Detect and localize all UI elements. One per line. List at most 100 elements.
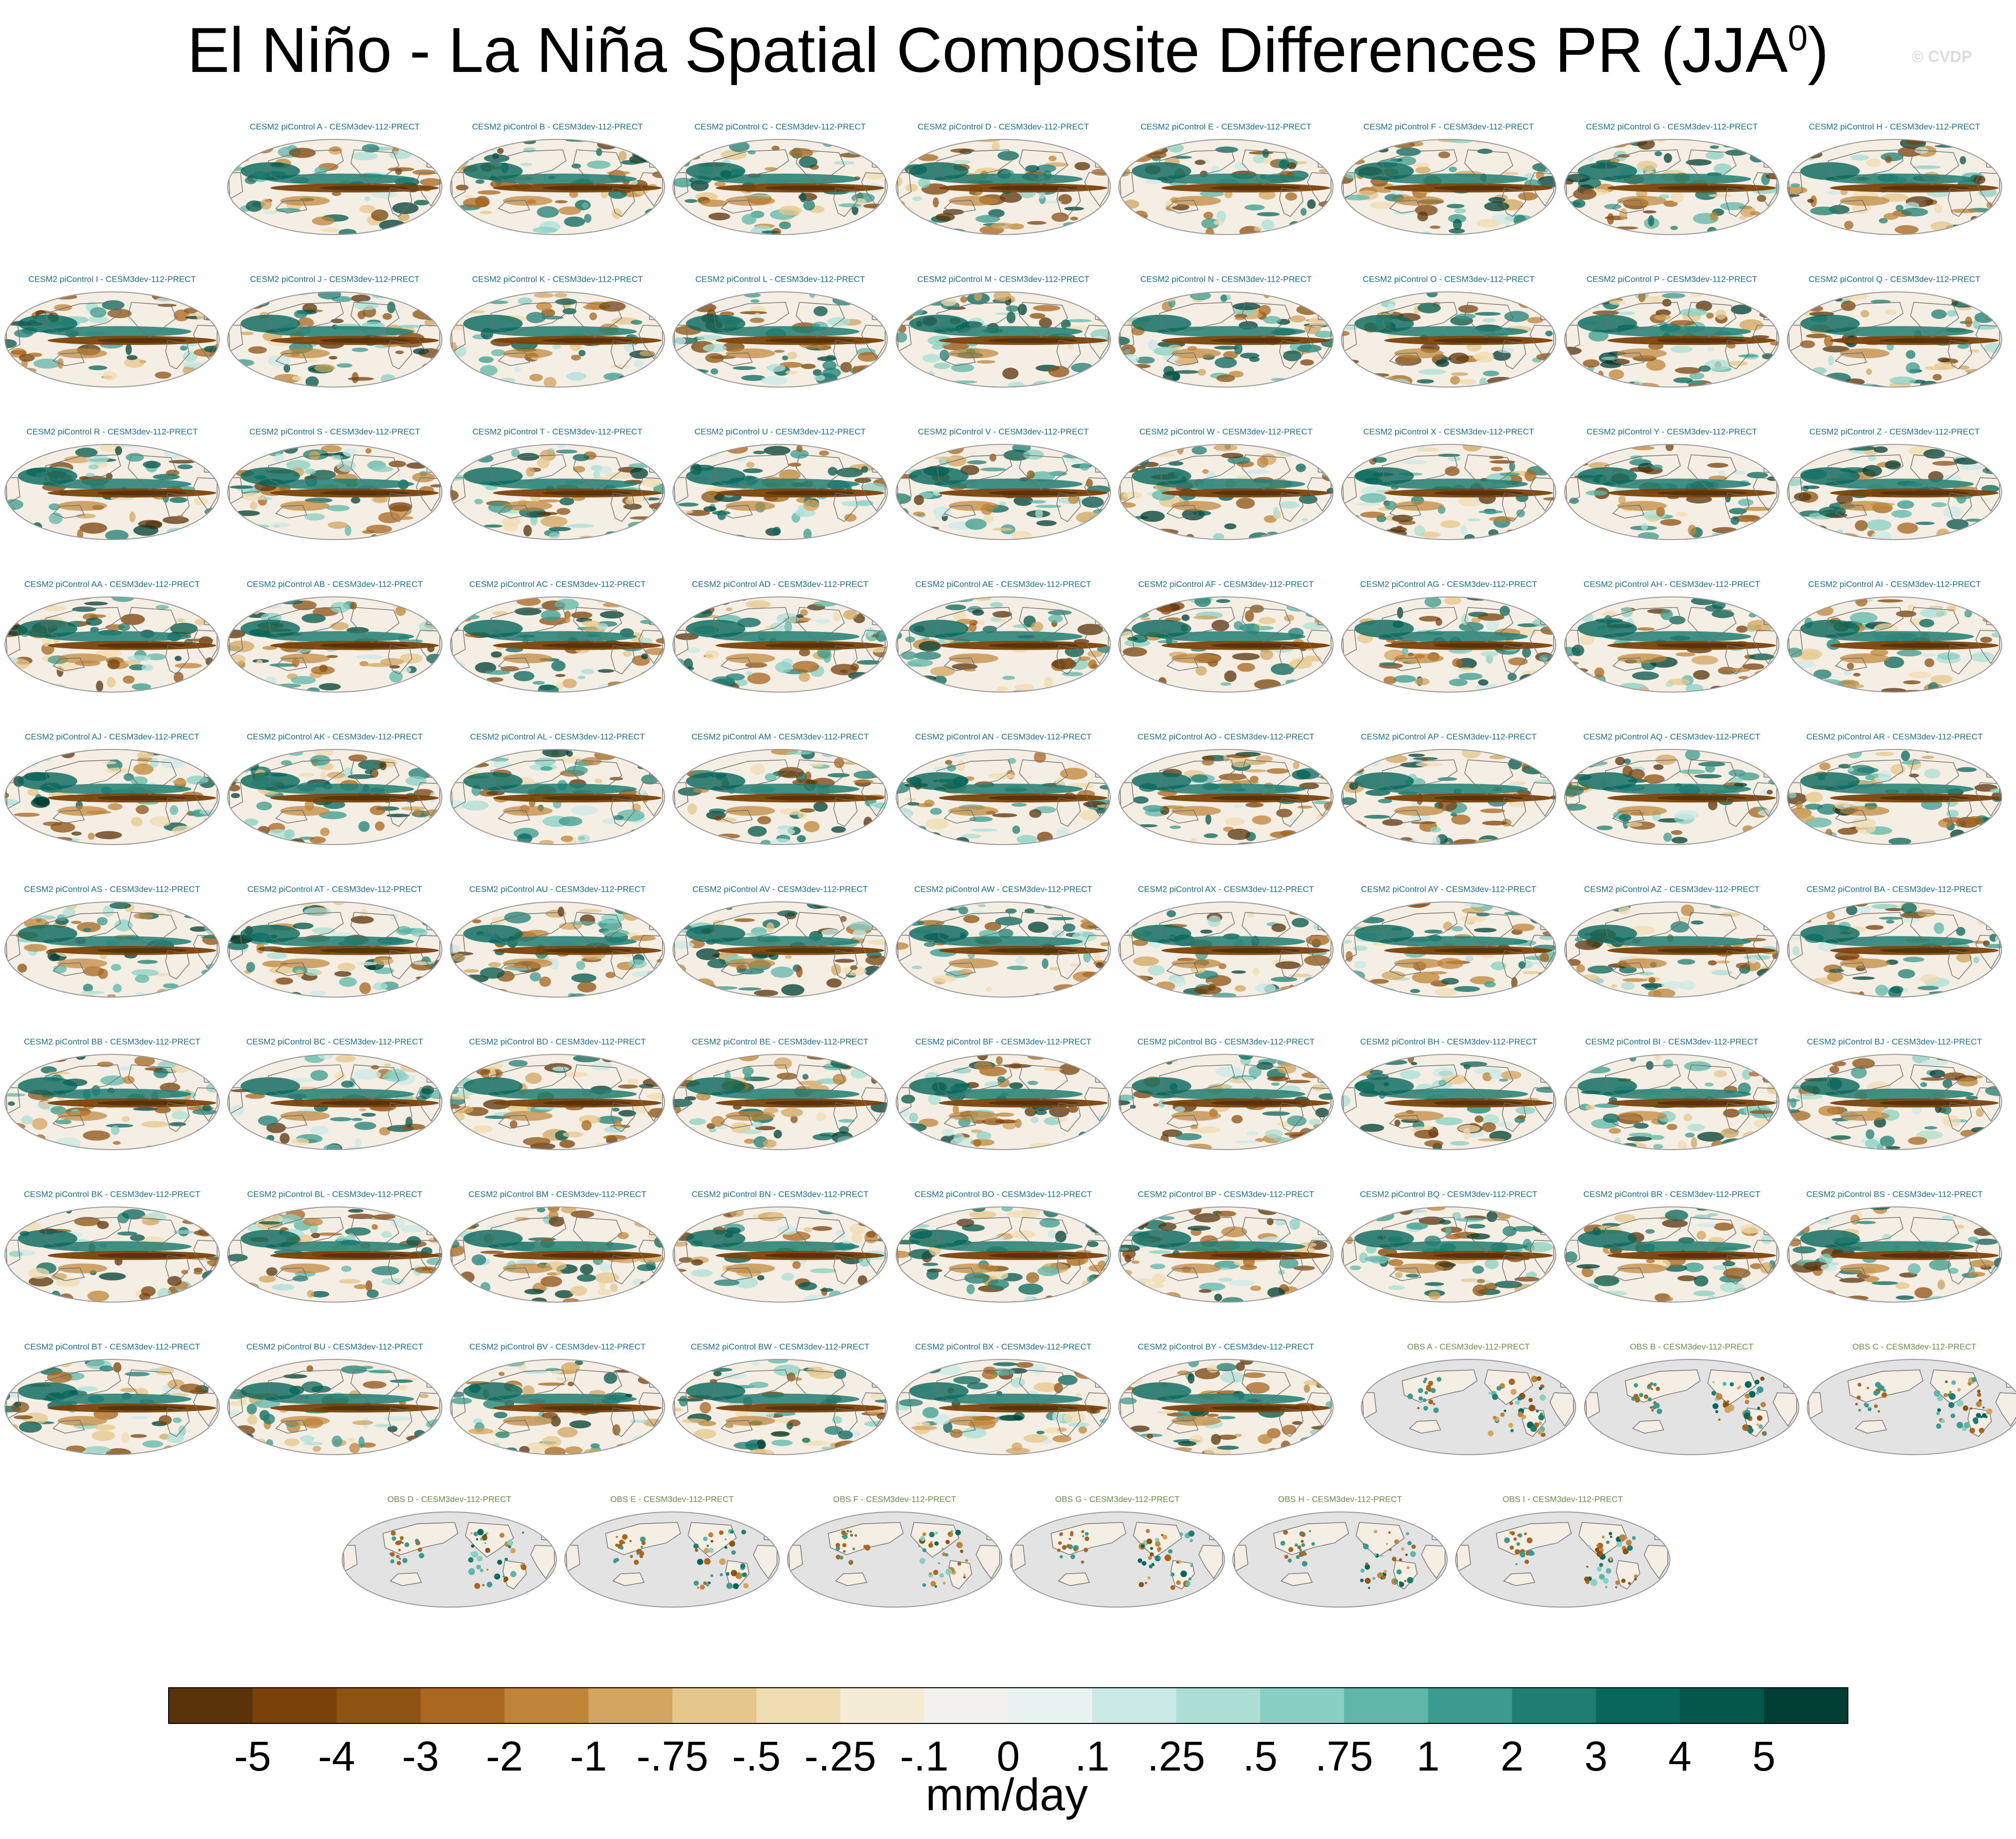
map-outline [1787, 444, 2002, 540]
map-outline [672, 1054, 888, 1150]
map-field [1565, 444, 1779, 540]
map-field [5, 292, 219, 387]
panel-title: CESM2 piControl BS - CESM3dev-112-PRECT [1806, 1190, 1983, 1199]
map-panel: CESM2 piControl G - CESM3dev-112-PRECT [1564, 122, 1779, 235]
map-panel: CESM2 piControl AJ - CESM3dev-112-PRECT [4, 732, 220, 845]
map-outline [1118, 139, 1334, 235]
panel-title: CESM2 piControl BY - CESM3dev-112-PRECT [1138, 1342, 1314, 1351]
panel-title: OBS D - CESM3dev-112-PRECT [387, 1495, 511, 1504]
panel-title: CESM2 piControl J - CESM3dev-112-PRECT [250, 275, 420, 284]
map-panel: CESM2 piControl AI - CESM3dev-112-PRECT [1787, 580, 2002, 693]
map-field [1807, 1359, 2016, 1455]
map-panel: CESM2 piControl Y - CESM3dev-112-PRECT [1564, 427, 1779, 540]
map-panel: CESM2 piControl BR - CESM3dev-112-PRECT [1564, 1190, 1779, 1303]
map-outline [450, 291, 665, 388]
map-field [1585, 1359, 1799, 1455]
map-outline [1564, 596, 1779, 693]
map-outline [1787, 139, 2002, 235]
map-panel: OBS A - CESM3dev-112-PRECT [1361, 1342, 1576, 1455]
map-outline [896, 1206, 1111, 1303]
map-field [1119, 902, 1333, 997]
map-field [896, 1207, 1110, 1302]
panel-title: CESM2 piControl G - CESM3dev-112-PRECT [1586, 122, 1758, 131]
map-outline [4, 1359, 220, 1455]
map-panel: CESM2 piControl AX - CESM3dev-112-PRECT [1118, 885, 1334, 998]
map-panel: CESM2 piControl AN - CESM3dev-112-PRECT [896, 732, 1111, 845]
map-field [1787, 444, 2002, 540]
map-field [1119, 292, 1333, 387]
panel-title: CESM2 piControl BK - CESM3dev-112-PRECT [24, 1190, 200, 1199]
map-field [673, 444, 887, 540]
map-field [1361, 1359, 1576, 1455]
map-panel: CESM2 piControl L - CESM3dev-112-PRECT [672, 275, 888, 388]
map-field [5, 597, 219, 692]
map-outline [450, 749, 665, 845]
map-panel: CESM2 piControl C - CESM3dev-112-PRECT [672, 122, 888, 235]
panel-title: CESM2 piControl BH - CESM3dev-112-PRECT [1360, 1037, 1537, 1046]
panel-title: CESM2 piControl BR - CESM3dev-112-PRECT [1584, 1190, 1761, 1199]
map-field [1787, 749, 2002, 845]
map-field [1565, 139, 1779, 235]
map-field [342, 1512, 556, 1607]
panel-title: CESM2 piControl BC - CESM3dev-112-PRECT [246, 1037, 424, 1046]
panel-title: CESM2 piControl AG - CESM3dev-112-PRECT [1360, 580, 1537, 589]
map-field [1787, 1054, 2002, 1150]
map-panel: CESM2 piControl BM - CESM3dev-112-PRECT [450, 1190, 665, 1303]
panel-title: CESM2 piControl AJ - CESM3dev-112-PRECT [25, 732, 199, 741]
panel-title: CESM2 piControl BJ - CESM3dev-112-PRECT [1807, 1037, 1982, 1046]
panel-title: CESM2 piControl AY - CESM3dev-112-PRECT [1361, 885, 1536, 894]
map-panel: CESM2 piControl AE - CESM3dev-112-PRECT [896, 580, 1111, 693]
map-outline [1564, 1206, 1779, 1303]
panel-title: CESM2 piControl E - CESM3dev-112-PRECT [1141, 122, 1312, 131]
map-outline [4, 749, 220, 845]
panel-title: CESM2 piControl T - CESM3dev-112-PRECT [473, 427, 643, 436]
map-field [673, 139, 887, 235]
map-field [1119, 1207, 1333, 1302]
map-outline [450, 901, 665, 998]
map-outline [896, 901, 1111, 998]
panel-title: CESM2 piControl AF - CESM3dev-112-PRECT [1138, 580, 1314, 589]
map-outline [672, 444, 888, 540]
map-field [1119, 749, 1333, 845]
map-field [450, 749, 665, 845]
panel-title: CESM2 piControl BG - CESM3dev-112-PRECT [1137, 1037, 1315, 1046]
map-field [228, 1054, 442, 1150]
map-field [673, 597, 887, 692]
panel-title: CESM2 piControl A - CESM3dev-112-PRECT [250, 122, 420, 131]
map-panel: CESM2 piControl BG - CESM3dev-112-PRECT [1118, 1037, 1334, 1150]
map-outline [450, 1054, 665, 1150]
panel-title: CESM2 piControl X - CESM3dev-112-PRECT [1363, 427, 1534, 436]
map-panel: CESM2 piControl AW - CESM3dev-112-PRECT [896, 885, 1111, 998]
figure-title: El Niño - La Niña Spatial Composite Diff… [0, 14, 2016, 87]
map-panel: CESM2 piControl U - CESM3dev-112-PRECT [672, 427, 888, 540]
map-panel: CESM2 piControl BA - CESM3dev-112-PRECT [1787, 885, 2002, 998]
map-panel: CESM2 piControl W - CESM3dev-112-PRECT [1118, 427, 1334, 540]
map-panel: CESM2 piControl AA - CESM3dev-112-PRECT [4, 580, 220, 693]
map-field [673, 1359, 887, 1455]
panel-title: OBS B - CESM3dev-112-PRECT [1630, 1342, 1753, 1351]
panel-title: OBS A - CESM3dev-112-PRECT [1407, 1342, 1529, 1351]
map-outline [227, 444, 442, 540]
map-panel: CESM2 piControl BV - CESM3dev-112-PRECT [450, 1342, 665, 1455]
panel-title: CESM2 piControl BI - CESM3dev-112-PRECT [1585, 1037, 1758, 1046]
panel-title: CESM2 piControl AL - CESM3dev-112-PRECT [470, 732, 645, 741]
panel-title: CESM2 piControl M - CESM3dev-112-PRECT [917, 275, 1089, 284]
map-panel: CESM2 piControl BS - CESM3dev-112-PRECT [1787, 1190, 2002, 1303]
map-outline [4, 1054, 220, 1150]
map-outline [896, 596, 1111, 693]
panel-title: CESM2 piControl BO - CESM3dev-112-PRECT [915, 1190, 1092, 1199]
map-outline [1341, 596, 1556, 693]
panel-title: CESM2 piControl BL - CESM3dev-112-PRECT [247, 1190, 422, 1199]
map-panel: OBS H - CESM3dev-112-PRECT [1232, 1495, 1448, 1608]
map-panel: CESM2 piControl H - CESM3dev-112-PRECT [1787, 122, 2002, 235]
map-outline [1010, 1511, 1225, 1608]
panel-title: CESM2 piControl C - CESM3dev-112-PRECT [694, 122, 865, 131]
map-panel: CESM2 piControl AH - CESM3dev-112-PRECT [1564, 580, 1779, 693]
map-panel: CESM2 piControl R - CESM3dev-112-PRECT [4, 427, 220, 540]
panel-title: OBS F - CESM3dev-112-PRECT [833, 1495, 956, 1504]
map-field [1565, 597, 1779, 692]
map-field [450, 444, 665, 540]
panel-title: CESM2 piControl S - CESM3dev-112-PRECT [249, 427, 421, 436]
map-field [673, 1054, 887, 1150]
map-field [896, 1359, 1110, 1455]
